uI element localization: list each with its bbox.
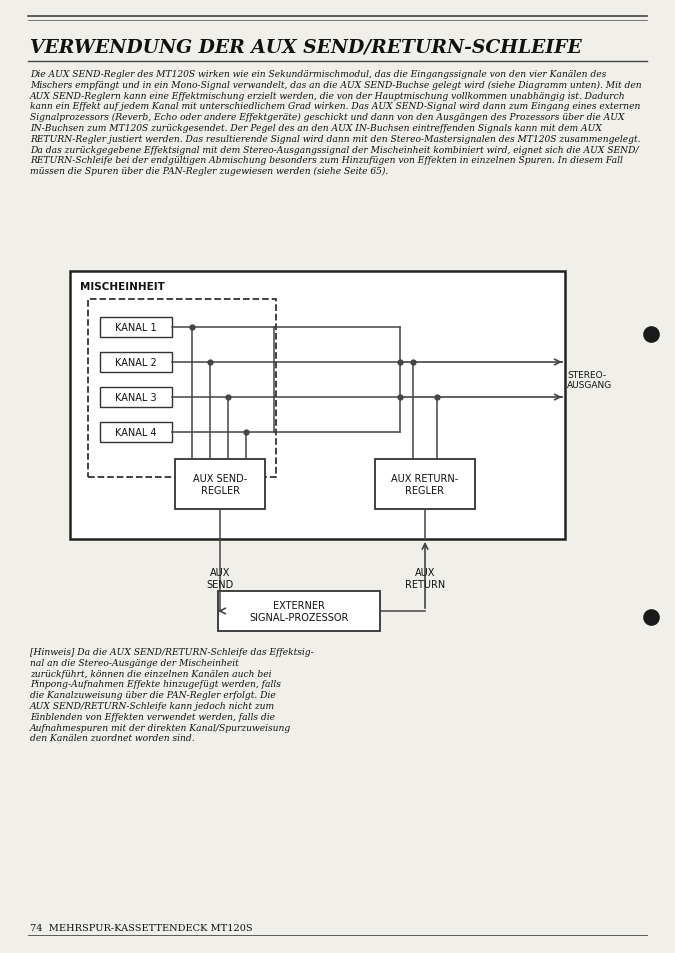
Text: kann ein Effekt auf jedem Kanal mit unterschiedlichem Grad wirken. Das AUX SEND-: kann ein Effekt auf jedem Kanal mit unte… bbox=[30, 102, 641, 112]
Text: AUX SEND-Reglern kann eine Effektmischung erzielt werden, die von der Hauptmisch: AUX SEND-Reglern kann eine Effektmischun… bbox=[30, 91, 626, 100]
Text: KANAL 4: KANAL 4 bbox=[115, 428, 157, 437]
Text: Da das zurückgegebene Effektsignal mit dem Stereo-Ausgangssignal der Mischeinhei: Da das zurückgegebene Effektsignal mit d… bbox=[30, 146, 639, 154]
Bar bbox=[100, 353, 172, 373]
Text: Einblenden von Effekten verwendet werden, falls die: Einblenden von Effekten verwendet werden… bbox=[30, 712, 275, 721]
Bar bbox=[88, 299, 276, 477]
Bar bbox=[218, 592, 380, 631]
Text: Signalprozessors (Reverb, Echo oder andere Effektgeräte) geschickt und dann von : Signalprozessors (Reverb, Echo oder ande… bbox=[30, 113, 624, 122]
Bar bbox=[100, 317, 172, 337]
Text: AUX RETURN-
REGLER: AUX RETURN- REGLER bbox=[392, 474, 458, 496]
Text: müssen die Spuren über die PAN-Regler zugewiesen werden (siehe Seite 65).: müssen die Spuren über die PAN-Regler zu… bbox=[30, 167, 388, 176]
Text: AUX
SEND: AUX SEND bbox=[207, 567, 234, 589]
Bar bbox=[375, 459, 475, 510]
Text: RETURN-Regler justiert werden. Das resultierende Signal wird dann mit den Stereo: RETURN-Regler justiert werden. Das resul… bbox=[30, 134, 641, 144]
Text: AUX
RETURN: AUX RETURN bbox=[405, 567, 445, 589]
Text: nal an die Stereo-Ausgänge der Mischeinheit: nal an die Stereo-Ausgänge der Mischeinh… bbox=[30, 659, 239, 667]
Text: den Kanälen zuordnet worden sind.: den Kanälen zuordnet worden sind. bbox=[30, 734, 194, 742]
Text: RETURN-Schleife bei der endgültigen Abmischung besonders zum Hinzufügen von Effe: RETURN-Schleife bei der endgültigen Abmi… bbox=[30, 156, 623, 165]
Text: KANAL 2: KANAL 2 bbox=[115, 357, 157, 368]
Text: VERWENDUNG DER AUX SEND/RETURN-SCHLEIFE: VERWENDUNG DER AUX SEND/RETURN-SCHLEIFE bbox=[30, 38, 582, 56]
Text: [Hinweis] Da die AUX SEND/RETURN-Schleife das Effektsig-: [Hinweis] Da die AUX SEND/RETURN-Schleif… bbox=[30, 647, 314, 657]
Bar bbox=[70, 272, 565, 539]
Text: KANAL 1: KANAL 1 bbox=[115, 323, 157, 333]
Bar bbox=[175, 459, 265, 510]
Bar bbox=[100, 388, 172, 408]
Text: Aufnahmespuren mit der direkten Kanal/Spurzuweisung: Aufnahmespuren mit der direkten Kanal/Sp… bbox=[30, 722, 291, 732]
Text: EXTERNER
SIGNAL-PROZESSOR: EXTERNER SIGNAL-PROZESSOR bbox=[249, 600, 349, 622]
Text: STEREO-
AUSGANG: STEREO- AUSGANG bbox=[567, 371, 612, 390]
Text: AUX SEND/RETURN-Schleife kann jedoch nicht zum: AUX SEND/RETURN-Schleife kann jedoch nic… bbox=[30, 701, 275, 710]
Text: zurückführt, können die einzelnen Kanälen auch bei: zurückführt, können die einzelnen Kanäle… bbox=[30, 669, 271, 678]
Text: Pinpong-Aufnahmen Effekte hinzugefügt werden, falls: Pinpong-Aufnahmen Effekte hinzugefügt we… bbox=[30, 679, 281, 689]
Bar bbox=[100, 422, 172, 442]
Text: IN-Buchsen zum MT120S zurückgesendet. Der Pegel des an den AUX IN-Buchsen eintre: IN-Buchsen zum MT120S zurückgesendet. De… bbox=[30, 124, 602, 132]
Text: Die AUX SEND-Regler des MT120S wirken wie ein Sekundärmischmodul, das die Eingan: Die AUX SEND-Regler des MT120S wirken wi… bbox=[30, 70, 606, 79]
Text: Mischers empfängt und in ein Mono-Signal verwandelt, das an die AUX SEND-Buchse : Mischers empfängt und in ein Mono-Signal… bbox=[30, 81, 642, 90]
Text: MISCHEINHEIT: MISCHEINHEIT bbox=[80, 282, 165, 292]
Text: 74  MEHRSPUR-KASSETTENDECK MT120S: 74 MEHRSPUR-KASSETTENDECK MT120S bbox=[30, 923, 252, 932]
Text: AUX SEND-
REGLER: AUX SEND- REGLER bbox=[193, 474, 247, 496]
Text: die Kanalzuweisung über die PAN-Regler erfolgt. Die: die Kanalzuweisung über die PAN-Regler e… bbox=[30, 691, 276, 700]
Text: KANAL 3: KANAL 3 bbox=[115, 393, 157, 402]
